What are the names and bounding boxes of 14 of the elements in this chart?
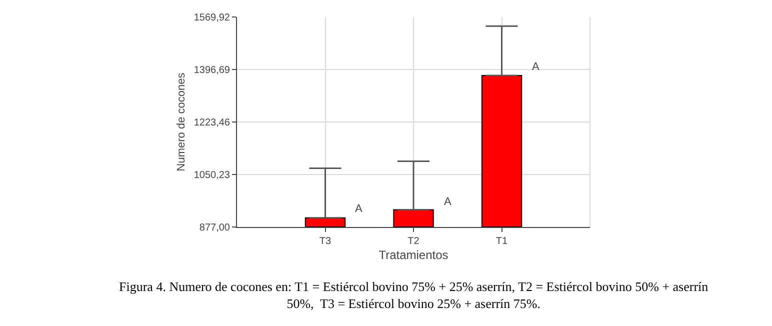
y-axis-title: Numero de cocones <box>175 72 188 172</box>
y-tick-label: 877,00 <box>199 222 230 234</box>
y-tick-label: 1223,46 <box>194 118 230 128</box>
text: Figura 4. Numero de cocones en: T1 = Estiércol bovino 75% + 25% aserrín, T2 = Estiércol bovino 50% + aserrín 50%, T3 = Estiércol bovino 25% + aserrín 75%. <box>119 279 709 311</box>
annotation: A <box>355 203 363 215</box>
x-axis-title: Tratamientos <box>378 248 448 262</box>
x-tick-label: T2 <box>408 236 420 247</box>
annotation: A <box>444 196 452 208</box>
x-tick-label: T1 <box>496 236 508 247</box>
annotation: A <box>532 61 540 73</box>
x-tick-label: T3 <box>319 236 332 247</box>
y-tick-label: 1569,92 <box>194 12 230 24</box>
y-tick-label: 1396,69 <box>194 65 230 76</box>
y-tick-label: 1050,23 <box>194 170 230 181</box>
